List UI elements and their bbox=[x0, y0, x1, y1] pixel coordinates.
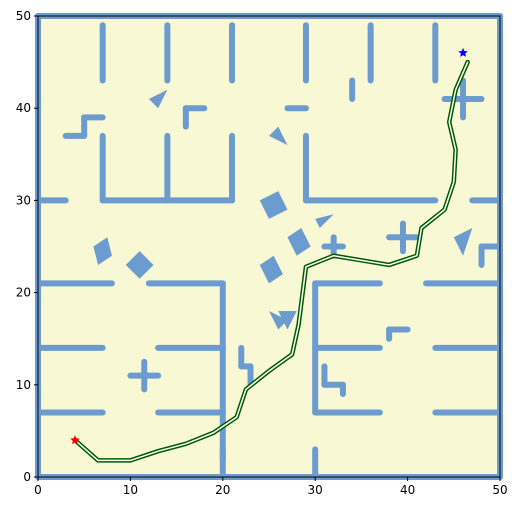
goal-marker bbox=[458, 47, 468, 57]
path-layer bbox=[72, 59, 470, 463]
x-tick-label: 0 bbox=[34, 483, 42, 497]
obstacle-shape bbox=[278, 311, 297, 330]
plot-frame bbox=[37, 15, 501, 478]
x-tick-label: 20 bbox=[215, 483, 230, 497]
obstacle-shape bbox=[148, 89, 168, 109]
x-tick-label: 10 bbox=[123, 483, 138, 497]
obstacle-shape bbox=[269, 311, 288, 330]
obstacle-shape bbox=[315, 214, 334, 229]
obstacle-shape bbox=[259, 255, 283, 284]
y-tick-label: 30 bbox=[16, 193, 31, 207]
marker-layer bbox=[70, 47, 468, 445]
x-tick-label: 40 bbox=[400, 483, 415, 497]
y-axis: 0 10 20 30 40 50 bbox=[16, 9, 38, 484]
obstacle-shape bbox=[287, 228, 311, 256]
obstacle-shape bbox=[259, 191, 288, 219]
y-tick-label: 20 bbox=[16, 286, 31, 300]
y-tick-label: 50 bbox=[16, 9, 31, 23]
y-tick-label: 10 bbox=[16, 378, 31, 392]
obstacle-shape bbox=[93, 237, 112, 265]
x-tick-label: 50 bbox=[492, 483, 507, 497]
plot-area bbox=[38, 16, 500, 477]
x-axis: 0 10 20 30 40 50 bbox=[34, 477, 508, 497]
start-marker bbox=[70, 435, 80, 445]
obstacle-shape bbox=[125, 251, 154, 279]
y-tick-label: 40 bbox=[16, 101, 31, 115]
obstacle-shape bbox=[453, 228, 473, 256]
obstacle-layer bbox=[93, 89, 473, 330]
path-line-center bbox=[74, 61, 469, 462]
x-tick-label: 30 bbox=[308, 483, 323, 497]
obstacle-shape bbox=[269, 126, 288, 146]
y-tick-label: 0 bbox=[23, 470, 31, 484]
